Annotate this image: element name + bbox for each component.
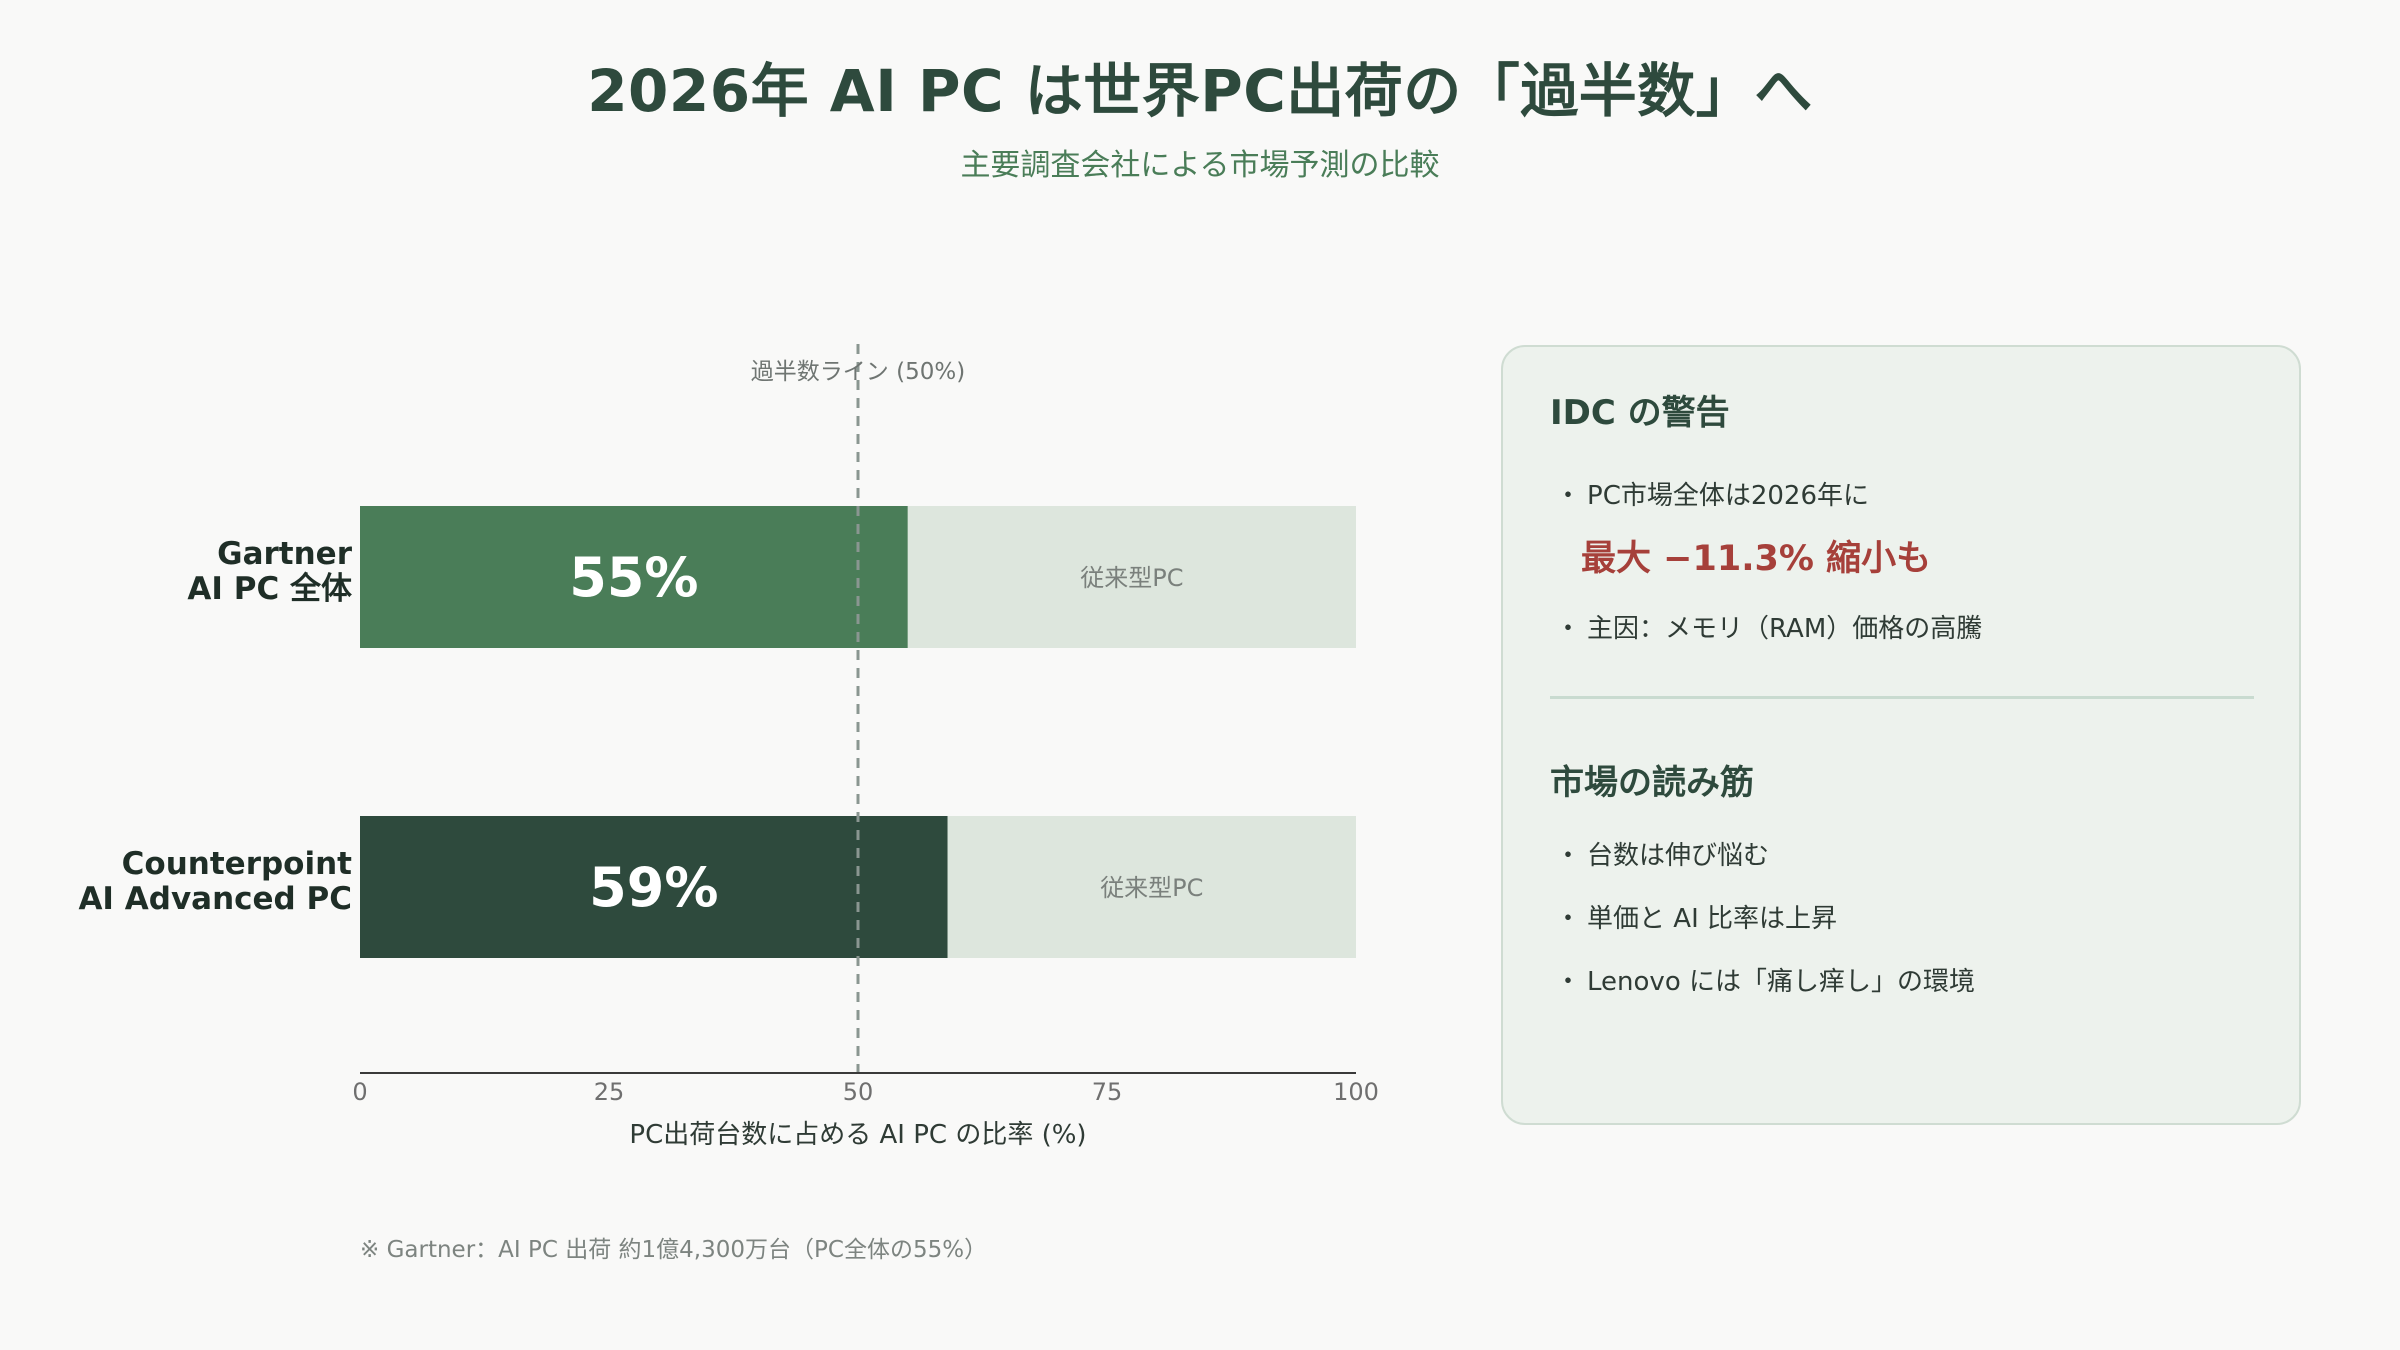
category-label: AI PC 全体: [187, 571, 352, 607]
category-label: Counterpoint: [122, 846, 353, 882]
market-outlook-item: ・台数は伸び悩む: [1555, 835, 1769, 872]
bar-ai-pc: [360, 816, 948, 958]
bar-ai-pc: [360, 506, 908, 648]
page-subtitle: 主要調査会社による市場予測の比較: [960, 148, 1440, 183]
idc-shrink-highlight: 最大 −11.3% 縮小も: [1581, 539, 1932, 579]
idc-warning-heading: IDC の警告: [1550, 393, 1730, 433]
remainder-label: 従来型PC: [1080, 564, 1183, 592]
bullet-icon: ・: [1555, 614, 1582, 644]
x-tick-label: 75: [1092, 1078, 1123, 1106]
x-tick-label: 0: [352, 1078, 367, 1106]
x-tick-label: 25: [594, 1078, 625, 1106]
market-outlook-item-text: Lenovo には「痛し痒し」の環境: [1587, 967, 1975, 997]
idc-cause-item: ・主因：メモリ（RAM）価格の高騰: [1555, 608, 1982, 645]
market-outlook-item: ・単価と AI 比率は上昇: [1555, 898, 1837, 935]
x-axis-label: PC出荷台数に占める AI PC の比率 (%): [629, 1120, 1086, 1150]
x-tick-label: 100: [1333, 1078, 1379, 1106]
bar-remainder: [947, 816, 1356, 958]
market-outlook-heading: 市場の読み筋: [1550, 763, 1754, 803]
panel-divider: [1550, 696, 2254, 699]
bullet-icon: ・: [1555, 967, 1582, 997]
reference-line-label: 過半数ライン (50%): [751, 359, 965, 385]
bar-remainder: [907, 506, 1356, 648]
bar-value-label: 59%: [589, 856, 718, 919]
info-panel: IDC の警告 ・ PC市場全体は2026年に 最大 −11.3% 縮小も ・主因…: [1501, 345, 2301, 1125]
page-title: 2026年 AI PC は世界PC出荷の「過半数」へ: [587, 57, 1813, 125]
bullet-icon: ・: [1555, 841, 1582, 871]
idc-warning-item-text: PC市場全体は2026年に: [1587, 481, 1870, 511]
category-label: AI Advanced PC: [78, 881, 352, 917]
bullet-icon: ・: [1555, 481, 1582, 511]
idc-warning-item: ・ PC市場全体は2026年に: [1555, 475, 1869, 512]
bullet-icon: ・: [1555, 904, 1582, 934]
market-outlook-item: ・ Lenovo には「痛し痒し」の環境: [1555, 961, 1975, 998]
bar-value-label: 55%: [569, 546, 698, 609]
market-outlook-item-text: 台数は伸び悩む: [1587, 841, 1770, 871]
market-outlook-item-text: 単価と AI 比率は上昇: [1587, 904, 1837, 934]
remainder-label: 従来型PC: [1100, 874, 1203, 902]
category-label: Gartner: [217, 536, 353, 572]
x-tick-label: 50: [843, 1078, 874, 1106]
footnote: ※ Gartner：AI PC 出荷 約1億4,300万台（PC全体の55%）: [360, 1237, 988, 1263]
idc-cause-item-text: 主因：メモリ（RAM）価格の高騰: [1587, 614, 1983, 644]
